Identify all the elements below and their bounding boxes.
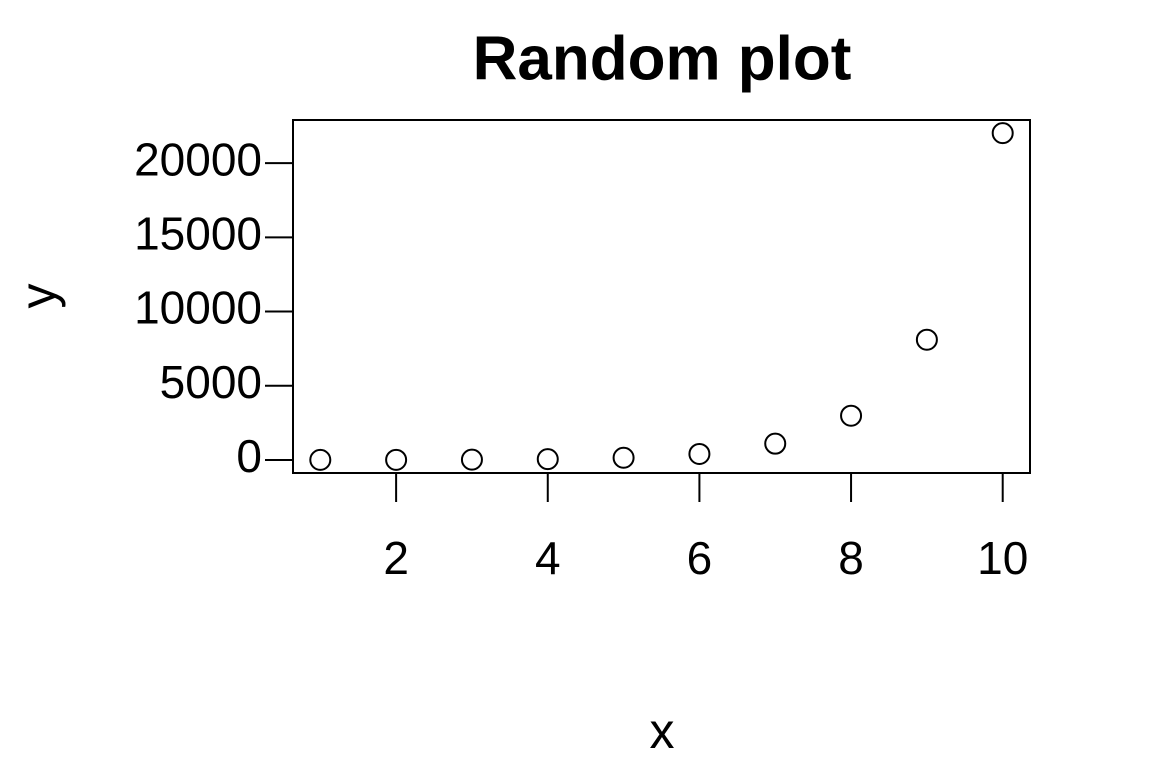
y-tick-label: 15000 xyxy=(134,208,262,260)
point xyxy=(840,404,863,427)
point xyxy=(915,328,938,351)
y-tick-label: 10000 xyxy=(134,282,262,334)
point xyxy=(385,448,408,471)
x-tick-label: 6 xyxy=(687,532,713,584)
chart-title: Random plot xyxy=(473,24,852,93)
point xyxy=(536,448,559,471)
x-tick-label: 2 xyxy=(383,532,409,584)
plot-frame xyxy=(292,119,1031,474)
point xyxy=(991,122,1014,145)
point xyxy=(688,442,711,465)
point xyxy=(612,446,635,469)
x-tick-label: 4 xyxy=(535,532,561,584)
x-tick-label: 10 xyxy=(977,532,1028,584)
y-axis-title: y xyxy=(10,284,66,309)
point xyxy=(460,448,483,471)
y-tick-label: 0 xyxy=(236,430,262,482)
y-tick-label: 20000 xyxy=(134,133,262,185)
point xyxy=(764,432,787,455)
x-axis-title: x xyxy=(650,703,675,759)
x-tick-label: 8 xyxy=(838,532,864,584)
point xyxy=(309,448,332,471)
y-tick-label: 5000 xyxy=(160,356,262,408)
